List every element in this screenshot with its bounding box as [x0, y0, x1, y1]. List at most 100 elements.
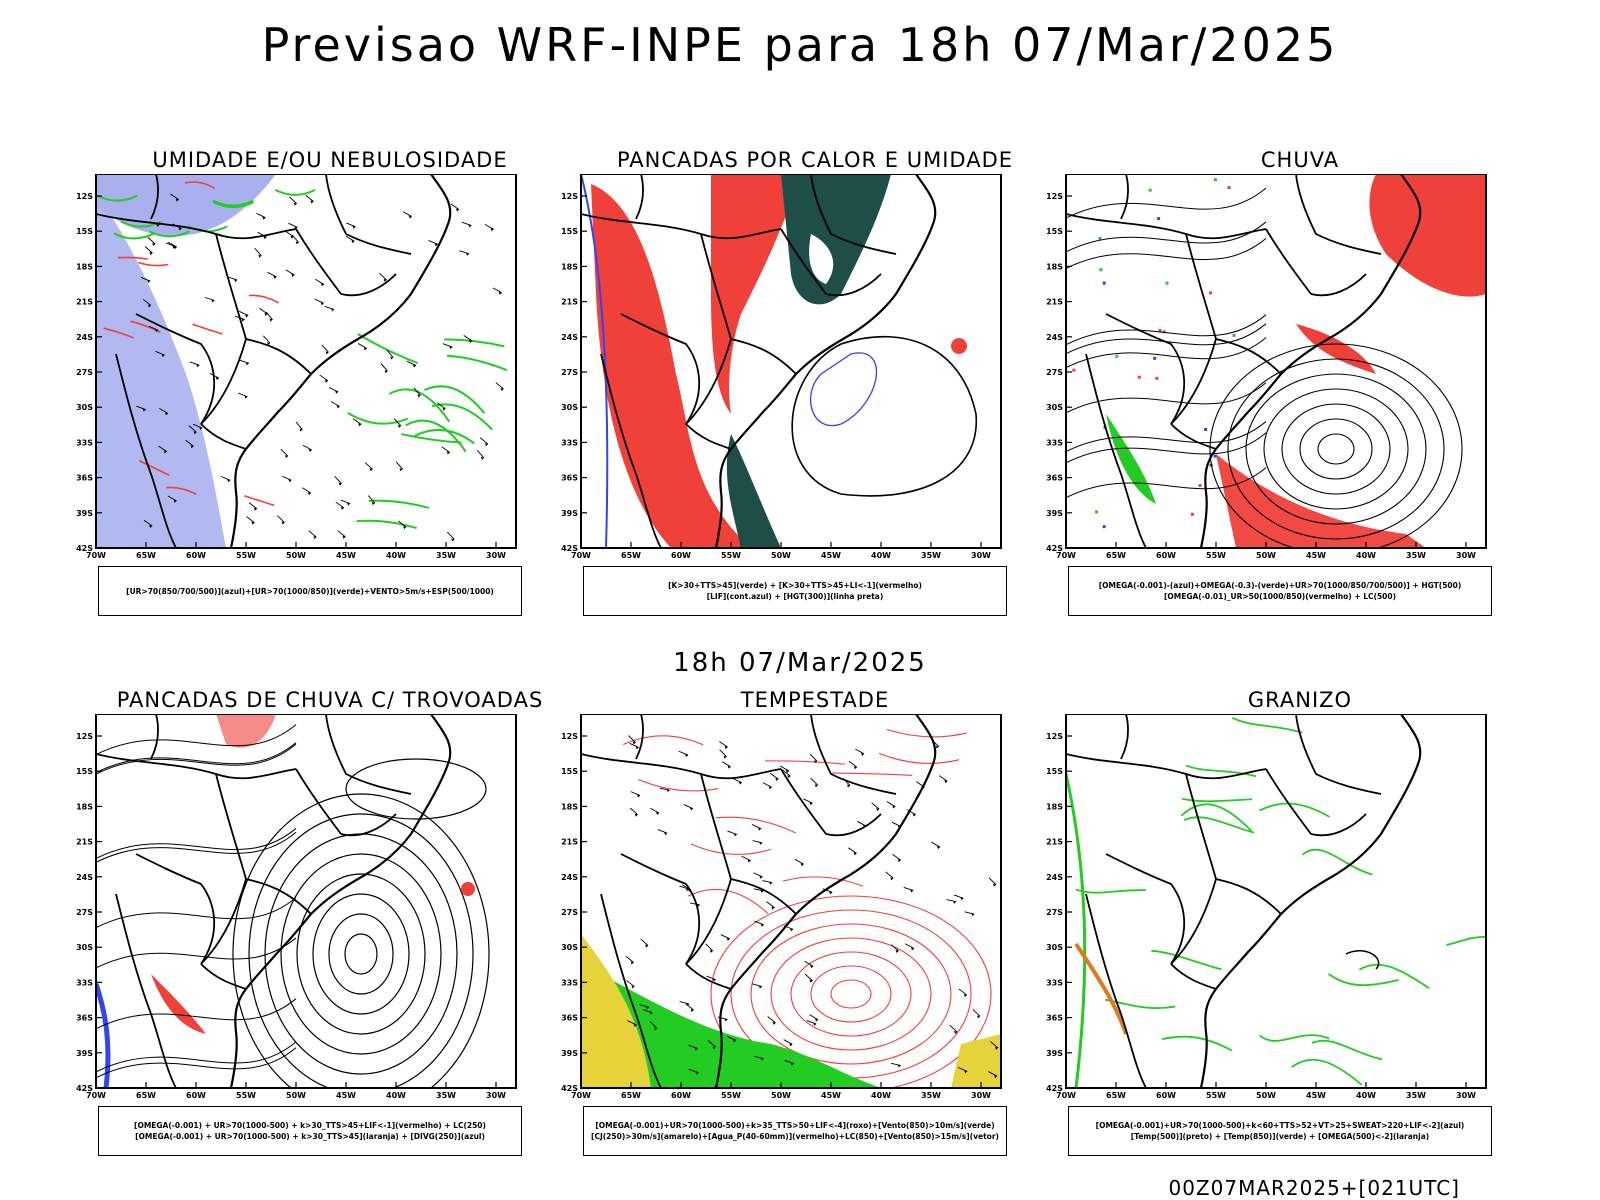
lon-tick-label: 70W: [86, 551, 106, 560]
legend-line: [OMEGA(-0.001) + UR>70(1000-500) + k>30_…: [134, 1121, 486, 1130]
lon-tick-label: 30W: [971, 551, 991, 560]
lat-tick-label: 36S: [1046, 1014, 1063, 1023]
lon-tick-label: 35W: [921, 551, 941, 560]
lat-tick-label: 18S: [1046, 802, 1063, 811]
lon-tick-label: 60W: [186, 551, 206, 560]
lat-tick-label: 27S: [76, 368, 93, 377]
lat-tick-label: 27S: [1046, 908, 1063, 917]
legend-line: [OMEGA(-0.001)+UR>70(1000-500)+k<60+TTS>…: [1095, 1121, 1465, 1130]
legend-line: [CJ(250)>30m/s](amarelo)+[Agua_P(40-60mm…: [591, 1132, 999, 1141]
lon-tick-label: 50W: [1256, 551, 1276, 560]
lat-tick-label: 12S: [1046, 732, 1063, 741]
lat-tick-label: 27S: [561, 908, 578, 917]
lon-tick-label: 40W: [386, 551, 406, 560]
lon-tick-label: 60W: [671, 1091, 691, 1100]
lon-tick-label: 55W: [236, 1091, 256, 1100]
lon-tick-label: 45W: [821, 1091, 841, 1100]
map-panel: TEMPESTADE 12S 15S 18S 21S 24S 27S 30S 33S 36S 39S…: [555, 688, 1075, 1168]
lon-tick-label: 70W: [571, 1091, 591, 1100]
lat-tick-label: 42S: [561, 1084, 578, 1093]
lon-tick-label: 40W: [1356, 551, 1376, 560]
panel-legend: [UR>70(850/700/500)](azul)+[UR>70(1000/8…: [98, 566, 522, 616]
panel-legend: [OMEGA(-0.001) + UR>70(1000-500) + k>30_…: [98, 1106, 522, 1156]
lat-tick-label: 33S: [1046, 978, 1063, 987]
lon-tick-label: 45W: [336, 1091, 356, 1100]
lat-tick-label: 27S: [561, 368, 578, 377]
lat-tick-label: 30S: [1046, 943, 1063, 952]
lat-tick-label: 39S: [76, 509, 93, 518]
lat-tick-label: 12S: [76, 192, 93, 201]
lat-tick-label: 21S: [561, 298, 578, 307]
lat-tick-label: 18S: [76, 262, 93, 271]
lat-tick-label: 12S: [561, 192, 578, 201]
panel-legend: [OMEGA(-0.001)+UR>70(1000-500)+k>35_TTS>…: [583, 1106, 1007, 1156]
lon-tick-label: 55W: [721, 1091, 741, 1100]
lat-tick-label: 30S: [76, 943, 93, 952]
lat-tick-label: 24S: [1046, 333, 1063, 342]
lat-tick-label: 36S: [76, 474, 93, 483]
lat-tick-label: 30S: [1046, 403, 1063, 412]
lon-tick-label: 55W: [1206, 1091, 1226, 1100]
panel-title: CHUVA: [1260, 148, 1340, 172]
lat-tick-label: 33S: [561, 978, 578, 987]
lon-tick-label: 40W: [871, 551, 891, 560]
map-panel: CHUVA 12S 15S 18S 21S 24S 27S 30S 33S 36S 39S 42S 70…: [1040, 148, 1560, 628]
legend-line: [OMEGA(-0.001)+UR>70(1000-500)+k>35_TTS>…: [595, 1121, 995, 1130]
lat-tick-label: 21S: [76, 298, 93, 307]
panel-legend: [OMEGA(-0.001)+UR>70(1000-500)+k<60+TTS>…: [1068, 1106, 1492, 1156]
lat-tick-label: 24S: [561, 333, 578, 342]
lat-tick-label: 42S: [76, 1084, 93, 1093]
lat-tick-label: 24S: [561, 873, 578, 882]
lon-tick-label: 45W: [821, 551, 841, 560]
lon-tick-label: 55W: [721, 551, 741, 560]
lat-tick-label: 42S: [1046, 1084, 1063, 1093]
lon-tick-label: 60W: [1156, 1091, 1176, 1100]
lon-tick-label: 50W: [286, 551, 306, 560]
lon-tick-label: 30W: [486, 551, 506, 560]
lon-tick-label: 30W: [486, 1091, 506, 1100]
lat-tick-label: 24S: [76, 873, 93, 882]
panel-title: PANCADAS DE CHUVA C/ TROVOADAS: [116, 688, 544, 712]
lat-tick-label: 39S: [1046, 1049, 1063, 1058]
lat-tick-label: 33S: [76, 438, 93, 447]
lon-tick-label: 35W: [436, 551, 456, 560]
lat-tick-label: 39S: [561, 1049, 578, 1058]
panel-title: PANCADAS POR CALOR E UMIDADE: [616, 148, 1014, 172]
lon-tick-label: 45W: [336, 551, 356, 560]
forecast-time: 18h 07/Mar/2025: [673, 648, 927, 678]
lon-tick-label: 35W: [1406, 551, 1426, 560]
lat-tick-label: 39S: [1046, 509, 1063, 518]
panel-legend: [K>30+TTS>45](verde) + [K>30+TTS>45+LI<-…: [583, 566, 1007, 616]
lat-tick-label: 12S: [561, 732, 578, 741]
lon-tick-label: 70W: [1056, 1091, 1076, 1100]
lat-tick-label: 36S: [561, 474, 578, 483]
lon-tick-label: 55W: [1206, 551, 1226, 560]
lon-tick-label: 60W: [186, 1091, 206, 1100]
lon-tick-label: 45W: [1306, 551, 1326, 560]
lat-tick-label: 33S: [561, 438, 578, 447]
legend-line: [OMEGA(-0.001) + UR>70(1000-500) + k>30_…: [135, 1132, 485, 1141]
lon-tick-label: 35W: [921, 1091, 941, 1100]
lon-tick-label: 65W: [136, 1091, 156, 1100]
lon-tick-label: 40W: [871, 1091, 891, 1100]
lon-tick-label: 30W: [1456, 551, 1476, 560]
lat-tick-label: 30S: [76, 403, 93, 412]
lat-tick-label: 12S: [76, 732, 93, 741]
lat-tick-label: 18S: [561, 802, 578, 811]
lat-tick-label: 42S: [76, 544, 93, 553]
lon-tick-label: 40W: [1356, 1091, 1376, 1100]
lon-tick-label: 35W: [436, 1091, 456, 1100]
lon-tick-label: 30W: [1456, 1091, 1476, 1100]
lat-tick-label: 33S: [1046, 438, 1063, 447]
lon-tick-label: 55W: [236, 551, 256, 560]
lat-tick-label: 27S: [1046, 368, 1063, 377]
lon-tick-label: 65W: [136, 551, 156, 560]
legend-line: [OMEGA(-0.01)_UR>50(1000/850)(vermelho) …: [1163, 592, 1397, 601]
lon-tick-label: 45W: [1306, 1091, 1326, 1100]
lon-tick-label: 40W: [386, 1091, 406, 1100]
lon-tick-label: 70W: [86, 1091, 106, 1100]
